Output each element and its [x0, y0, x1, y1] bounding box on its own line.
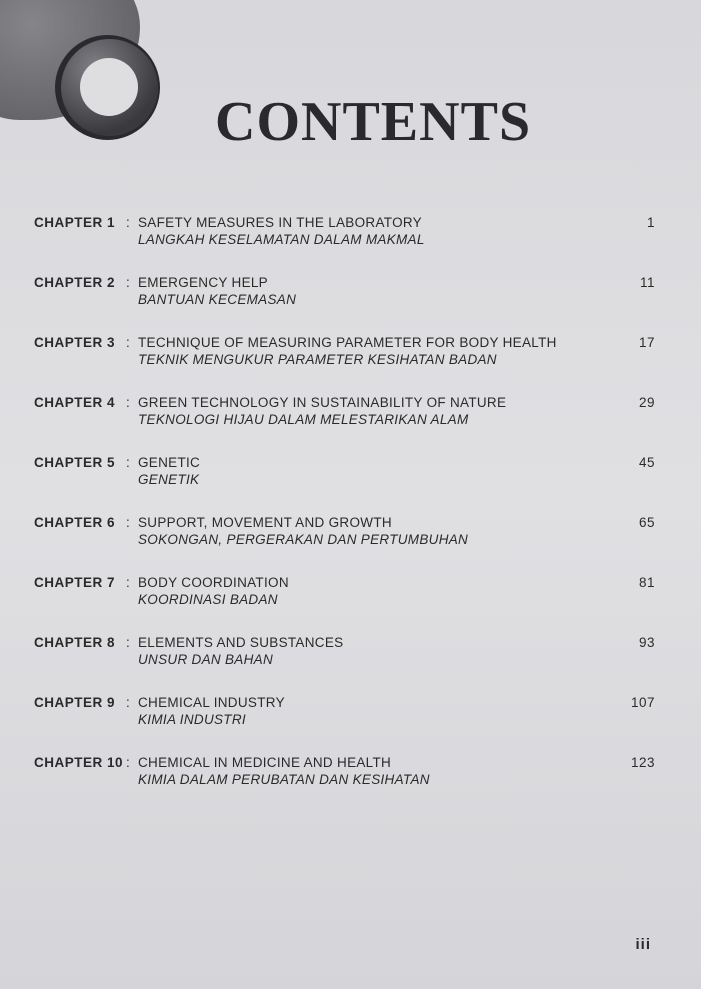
toc-row: CHAPTER 1 : SAFETY MEASURES IN THE LABOR…: [34, 215, 655, 247]
chapter-title-en: EMERGENCY HELP: [138, 275, 605, 290]
chapter-page: 107: [631, 695, 655, 710]
chapter-label: CHAPTER 4: [34, 395, 126, 410]
chapter-label: CHAPTER 10: [34, 755, 126, 770]
chapter-titles: EMERGENCY HELP BANTUAN KECEMASAN: [138, 275, 655, 307]
chapter-titles: SUPPORT, MOVEMENT AND GROWTH SOKONGAN, P…: [138, 515, 655, 547]
chapter-title-en: GENETIC: [138, 455, 605, 470]
chapter-title-en: SAFETY MEASURES IN THE LABORATORY: [138, 215, 605, 230]
chapter-title-en: GREEN TECHNOLOGY IN SUSTAINABILITY OF NA…: [138, 395, 605, 410]
chapter-titles: SAFETY MEASURES IN THE LABORATORY LANGKA…: [138, 215, 655, 247]
chapter-title-en: CHEMICAL INDUSTRY: [138, 695, 605, 710]
chapter-title-ms: UNSUR DAN BAHAN: [138, 652, 605, 667]
toc-row: CHAPTER 8 : ELEMENTS AND SUBSTANCES UNSU…: [34, 635, 655, 667]
chapter-title-ms: KIMIA DALAM PERUBATAN DAN KESIHATAN: [138, 772, 605, 787]
chapter-title-ms: GENETIK: [138, 472, 605, 487]
chapter-page: 29: [639, 395, 655, 410]
toc-row: CHAPTER 10 : CHEMICAL IN MEDICINE AND HE…: [34, 755, 655, 787]
chapter-label: CHAPTER 2: [34, 275, 126, 290]
colon: :: [126, 335, 138, 350]
toc-row: CHAPTER 6 : SUPPORT, MOVEMENT AND GROWTH…: [34, 515, 655, 547]
chapter-label: CHAPTER 3: [34, 335, 126, 350]
chapter-title-en: TECHNIQUE OF MEASURING PARAMETER FOR BOD…: [138, 335, 605, 350]
page-number: iii: [635, 936, 651, 953]
toc-row: CHAPTER 5 : GENETIC GENETIK 45: [34, 455, 655, 487]
chapter-page: 65: [639, 515, 655, 530]
chapter-label: CHAPTER 6: [34, 515, 126, 530]
chapter-titles: GREEN TECHNOLOGY IN SUSTAINABILITY OF NA…: [138, 395, 655, 427]
chapter-title-ms: LANGKAH KESELAMATAN DALAM MAKMAL: [138, 232, 605, 247]
chapter-titles: GENETIC GENETIK: [138, 455, 655, 487]
chapter-page: 45: [639, 455, 655, 470]
chapter-titles: CHEMICAL IN MEDICINE AND HEALTH KIMIA DA…: [138, 755, 655, 787]
chapter-page: 81: [639, 575, 655, 590]
chapter-title-ms: BANTUAN KECEMASAN: [138, 292, 605, 307]
chapter-label: CHAPTER 7: [34, 575, 126, 590]
chapter-titles: ELEMENTS AND SUBSTANCES UNSUR DAN BAHAN: [138, 635, 655, 667]
chapter-title-ms: KIMIA INDUSTRI: [138, 712, 605, 727]
colon: :: [126, 635, 138, 650]
chapter-title-en: CHEMICAL IN MEDICINE AND HEALTH: [138, 755, 605, 770]
toc-row: CHAPTER 9 : CHEMICAL INDUSTRY KIMIA INDU…: [34, 695, 655, 727]
colon: :: [126, 515, 138, 530]
toc-row: CHAPTER 4 : GREEN TECHNOLOGY IN SUSTAINA…: [34, 395, 655, 427]
chapter-label: CHAPTER 8: [34, 635, 126, 650]
chapter-title-ms: TEKNOLOGI HIJAU DALAM MELESTARIKAN ALAM: [138, 412, 605, 427]
chapter-title-en: SUPPORT, MOVEMENT AND GROWTH: [138, 515, 605, 530]
chapter-title-en: ELEMENTS AND SUBSTANCES: [138, 635, 605, 650]
colon: :: [126, 455, 138, 470]
chapter-title-ms: KOORDINASI BADAN: [138, 592, 605, 607]
toc-row: CHAPTER 2 : EMERGENCY HELP BANTUAN KECEM…: [34, 275, 655, 307]
page-title: CONTENTS: [215, 90, 531, 154]
chapter-page: 17: [639, 335, 655, 350]
chapter-title-ms: TEKNIK MENGUKUR PARAMETER KESIHATAN BADA…: [138, 352, 605, 367]
chapter-page: 93: [639, 635, 655, 650]
chapter-title-en: BODY COORDINATION: [138, 575, 605, 590]
colon: :: [126, 395, 138, 410]
chapter-label: CHAPTER 9: [34, 695, 126, 710]
toc-row: CHAPTER 7 : BODY COORDINATION KOORDINASI…: [34, 575, 655, 607]
chapter-titles: CHEMICAL INDUSTRY KIMIA INDUSTRI: [138, 695, 655, 727]
colon: :: [126, 575, 138, 590]
chapter-page: 11: [640, 275, 655, 290]
chapter-label: CHAPTER 5: [34, 455, 126, 470]
chapter-titles: TECHNIQUE OF MEASURING PARAMETER FOR BOD…: [138, 335, 655, 367]
colon: :: [126, 215, 138, 230]
colon: :: [126, 275, 138, 290]
colon: :: [126, 695, 138, 710]
chapter-page: 123: [631, 755, 655, 770]
ring-hole: [80, 58, 138, 116]
chapter-titles: BODY COORDINATION KOORDINASI BADAN: [138, 575, 655, 607]
colon: :: [126, 755, 138, 770]
table-of-contents: CHAPTER 1 : SAFETY MEASURES IN THE LABOR…: [34, 215, 655, 815]
chapter-title-ms: SOKONGAN, PERGERAKAN DAN PERTUMBUHAN: [138, 532, 605, 547]
header-graphic: [0, 0, 180, 180]
toc-row: CHAPTER 3 : TECHNIQUE OF MEASURING PARAM…: [34, 335, 655, 367]
chapter-label: CHAPTER 1: [34, 215, 126, 230]
chapter-page: 1: [647, 215, 655, 230]
